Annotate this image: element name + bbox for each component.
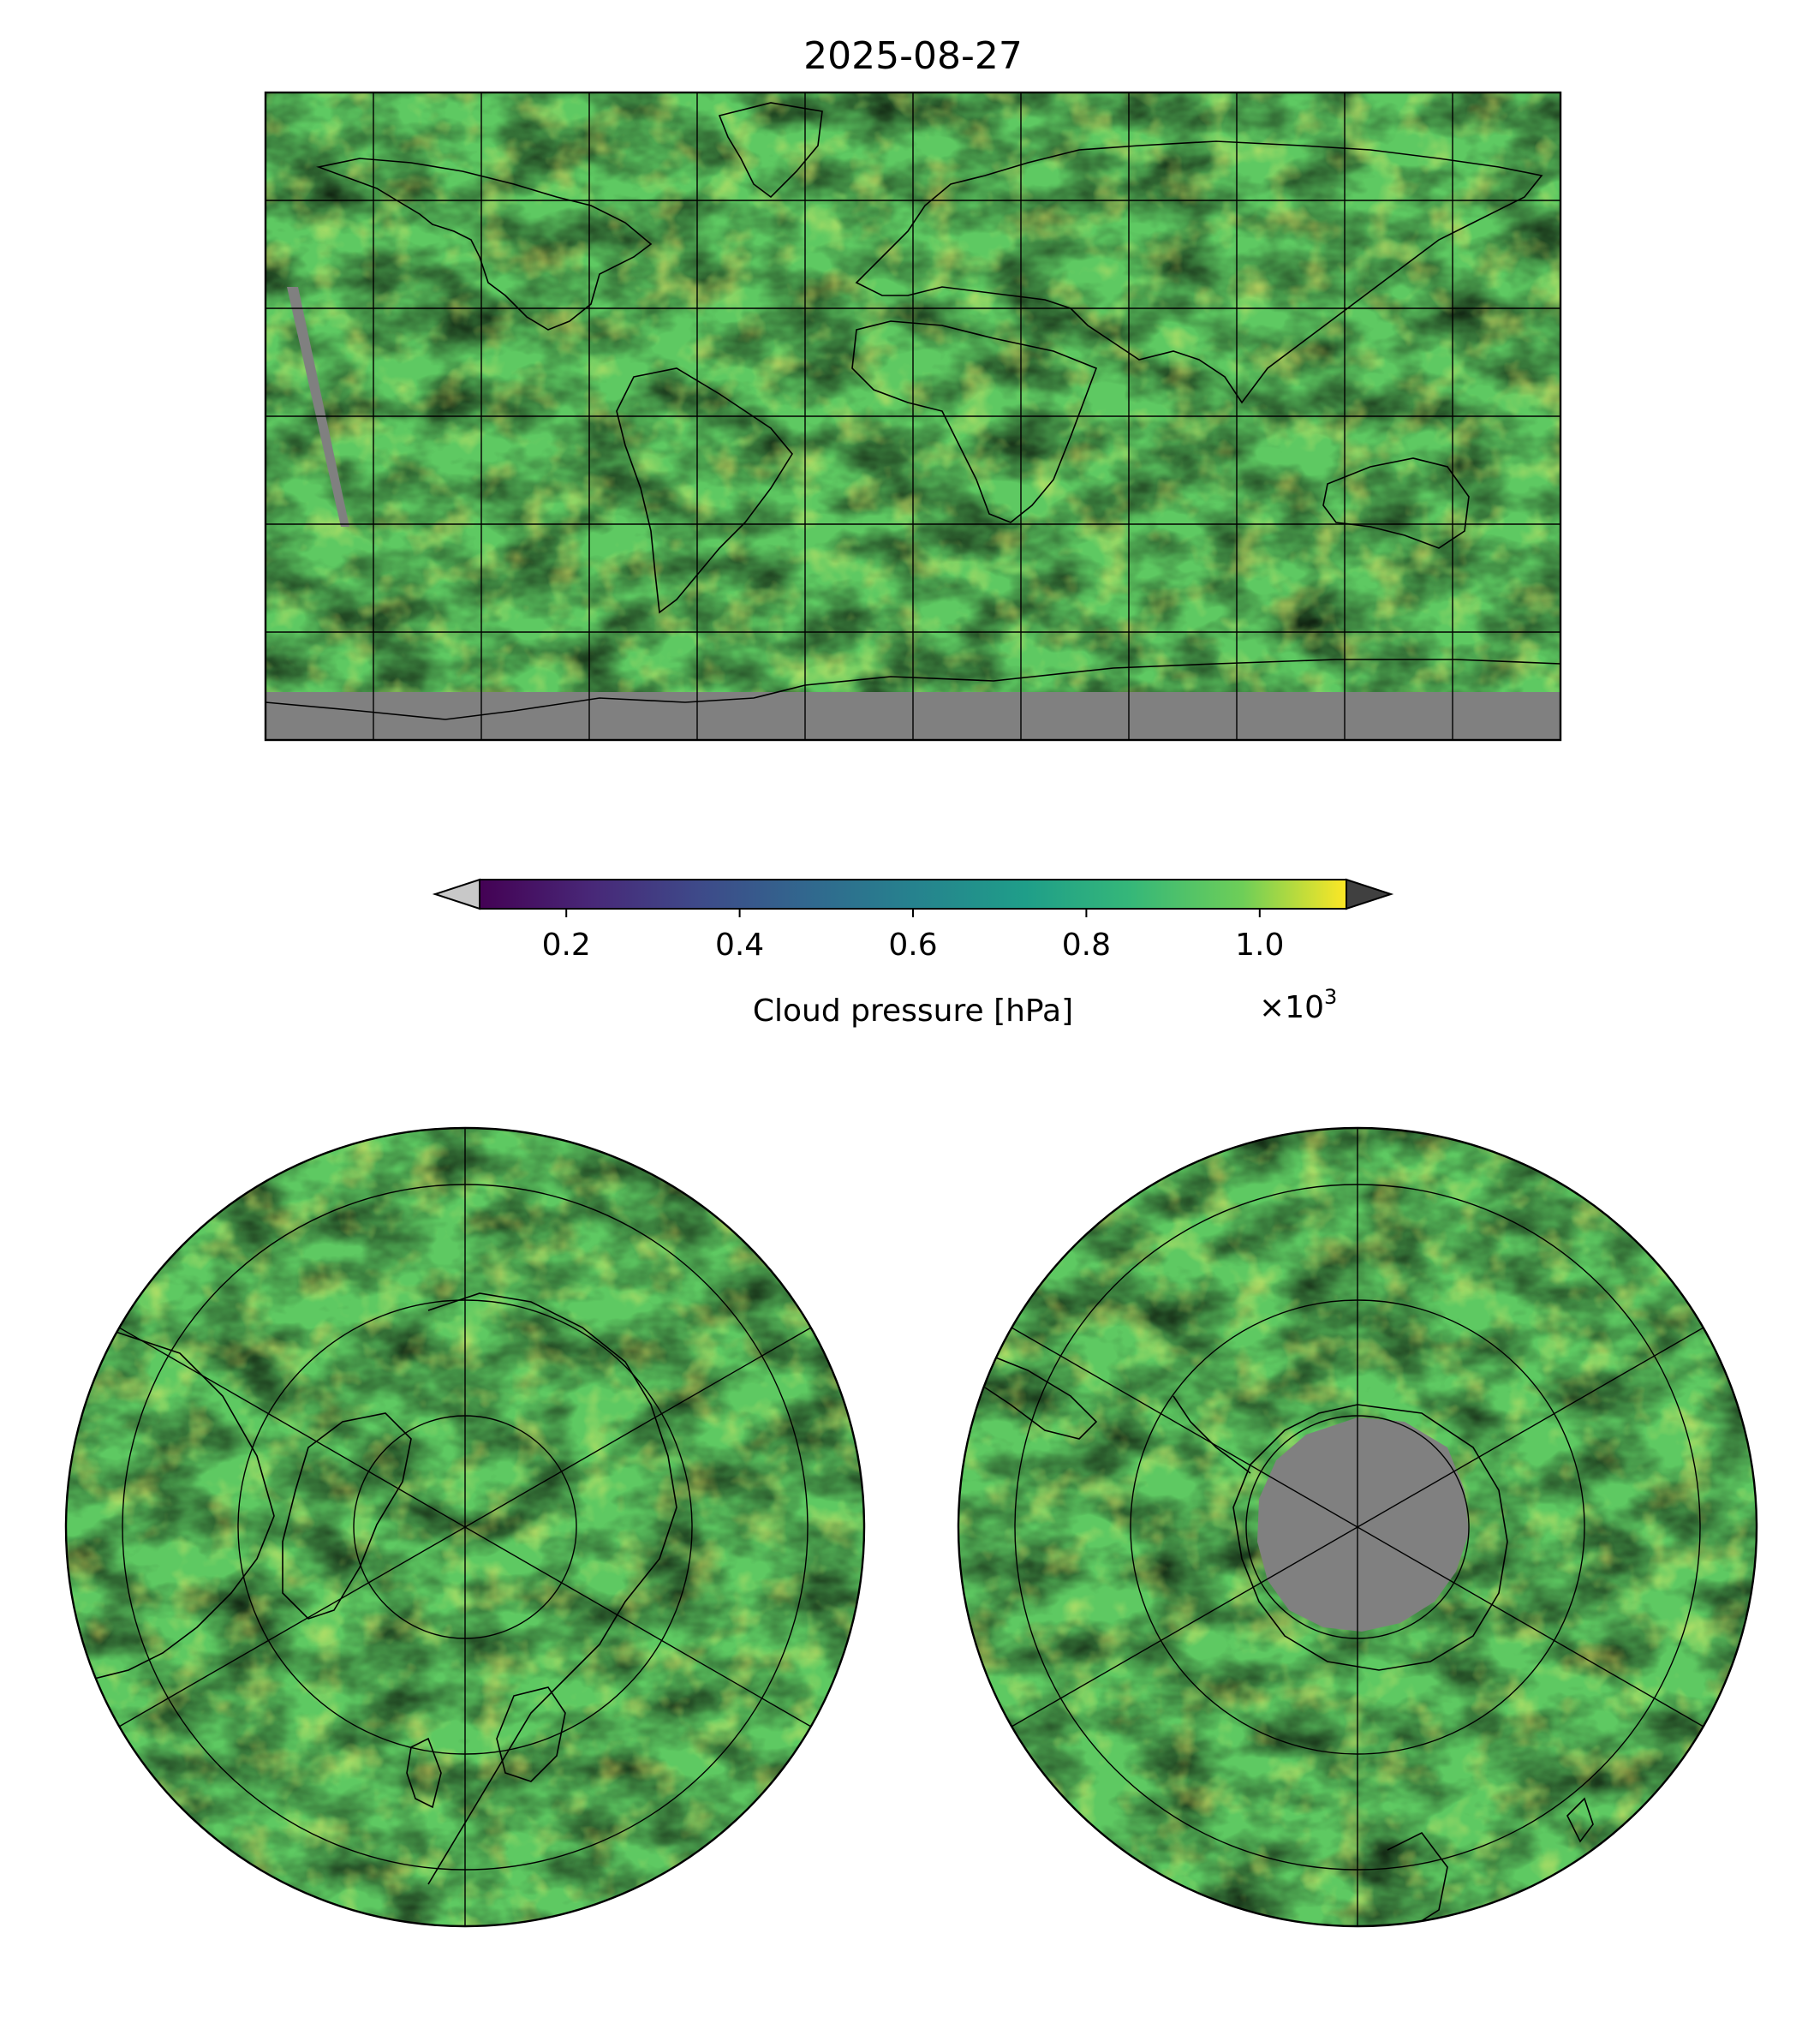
- global-gridlines: [266, 92, 1560, 740]
- figure-title: 2025-08-27: [803, 34, 1023, 78]
- colorbar-extend-min: [432, 878, 480, 910]
- south-polar-gridlines: [1011, 1128, 1704, 1926]
- colorbar-extend-max: [1346, 878, 1394, 910]
- north-polar-frame: [64, 1126, 866, 1928]
- colorbar-multiplier: ×103: [1259, 985, 1337, 1025]
- colorbar-tick-label: 1.0: [1235, 928, 1284, 963]
- north-polar-gridlines: [118, 1128, 812, 1926]
- colorbar-tick-label: 0.6: [888, 928, 937, 963]
- global-data-gap: [287, 287, 349, 527]
- south-polar-frame: [957, 1126, 1758, 1928]
- north-polar-map: [66, 1128, 864, 1926]
- south-polar-coastlines: [984, 1352, 1594, 1926]
- colorbar-tick-label: 0.8: [1062, 928, 1111, 963]
- colorbar-label: Cloud pressure [hPa]: [753, 994, 1073, 1029]
- south-polar-map: [958, 1128, 1757, 1926]
- global-map: [266, 92, 1560, 740]
- colorbar-tick-label: 0.2: [542, 928, 591, 963]
- colorbar-tick-label: 0.4: [715, 928, 764, 963]
- colorbar-ticks: 0.2 0.4 0.6 0.8 1.0: [542, 909, 1284, 963]
- colorbar-gradient: [480, 880, 1346, 909]
- colorbar: 0.2 0.4 0.6 0.8 1.0 Cloud pressure [hPa] ×10…: [432, 878, 1394, 1029]
- global-map-frame: [264, 91, 1562, 742]
